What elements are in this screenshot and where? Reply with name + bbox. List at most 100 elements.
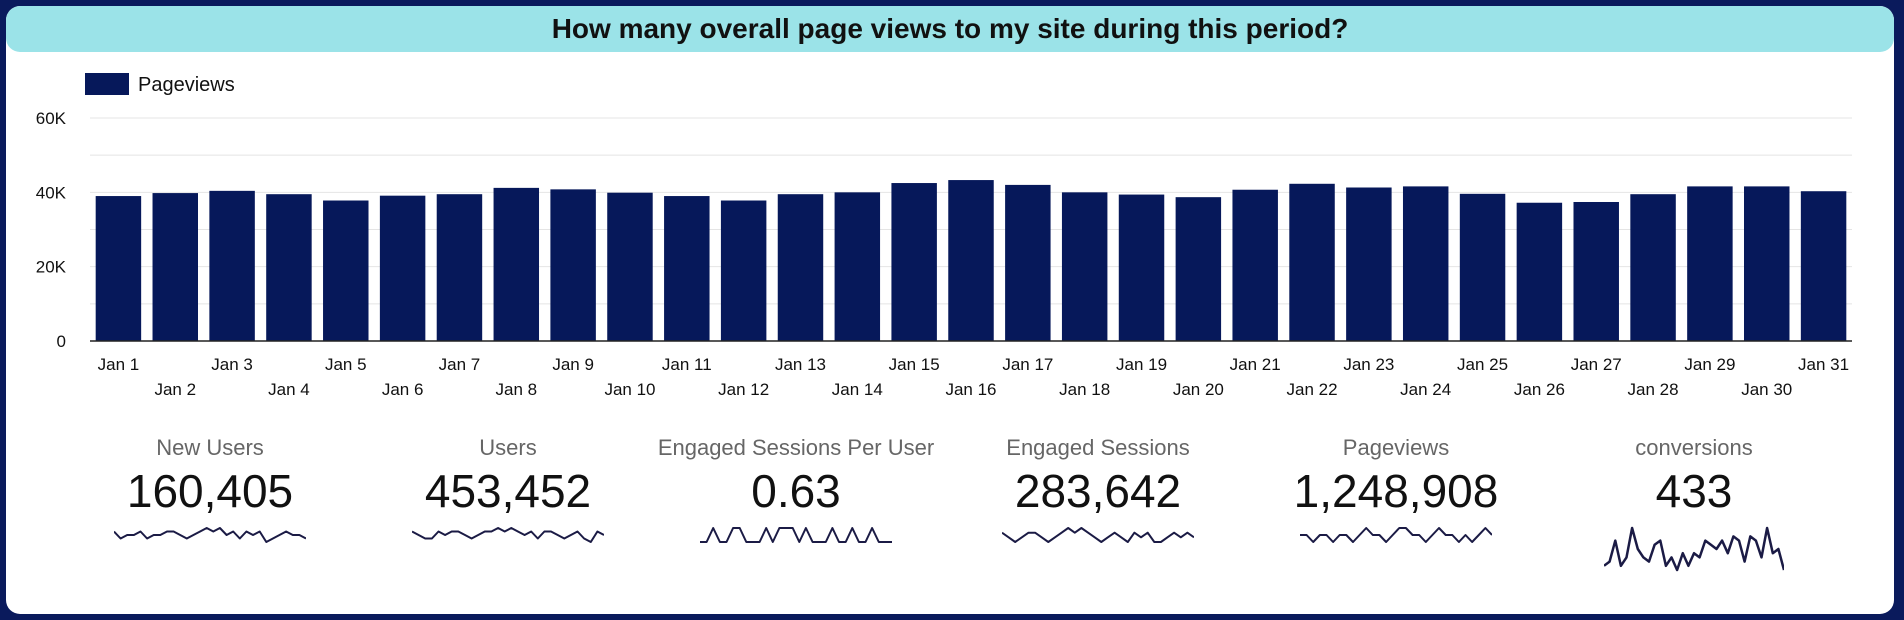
x-tick-label: Jan 28: [1628, 380, 1679, 399]
kpi-label: Engaged Sessions Per User: [657, 435, 935, 460]
conversions-sparkline: [1604, 526, 1784, 572]
sparkline-path: [1002, 527, 1194, 543]
bar: [1687, 186, 1733, 341]
sparkline-path: [114, 527, 306, 543]
x-tick-label: Jan 15: [889, 355, 940, 374]
engaged-sessions-sparkline: [1002, 527, 1194, 543]
legend-swatch: [85, 73, 129, 95]
kpi-value: 283,642: [1014, 465, 1182, 517]
x-tick-label: Jan 16: [945, 380, 996, 399]
bar: [1175, 197, 1222, 341]
kpi-label: conversions: [1635, 435, 1753, 460]
new-users-sparkline: [114, 527, 306, 543]
bar: [891, 183, 937, 341]
sparkline-path: [412, 527, 604, 543]
bar: [323, 200, 369, 341]
y-tick-label: 20K: [36, 258, 67, 277]
kpi-value: 453,452: [424, 465, 592, 517]
bar: [379, 195, 426, 341]
x-tick-label: Jan 10: [604, 380, 655, 399]
x-tick-label: Jan 19: [1116, 355, 1167, 374]
sparkline-path: [1300, 527, 1492, 543]
bar: [1516, 202, 1563, 341]
bar: [1005, 184, 1051, 341]
bar: [550, 189, 596, 341]
engaged-sessions-per-user-sparkline: [700, 527, 892, 543]
pageviews-bar-chart: 0 20K 40K 60K Jan 1 Jan 2 Jan 3 Jan 4 Jan 5 Jan 6…: [36, 73, 1852, 399]
x-tick-label: Jan 22: [1287, 380, 1338, 399]
kpi-conversions: conversions 433: [1544, 434, 1844, 572]
page-title: How many overall page views to my site d…: [6, 6, 1894, 52]
bar: [1459, 193, 1506, 341]
x-tick-label: Jan 1: [98, 355, 140, 374]
kpi-label: Pageviews: [1342, 435, 1450, 460]
x-tick-label: Jan 31: [1798, 355, 1849, 374]
bar: [1800, 191, 1847, 341]
x-tick-label: Jan 26: [1514, 380, 1565, 399]
bar: [777, 194, 824, 341]
bar: [1744, 186, 1790, 341]
x-tick-label: Jan 29: [1684, 355, 1735, 374]
y-tick-label: 60K: [36, 109, 67, 128]
x-tick-label: Jan 7: [439, 355, 481, 374]
sparkline-path: [700, 527, 892, 543]
bar: [607, 192, 653, 341]
x-tick-label: Jan 2: [154, 380, 196, 399]
bar: [834, 192, 881, 341]
sparkline-path: [1604, 526, 1784, 572]
kpi-engaged-sessions: Engaged Sessions 283,642: [948, 434, 1248, 544]
y-tick-label: 40K: [36, 183, 67, 202]
x-tick-label: Jan 23: [1343, 355, 1394, 374]
users-sparkline: [412, 527, 604, 543]
kpi-users: Users 453,452: [358, 434, 658, 544]
x-tick-label: Jan 5: [325, 355, 367, 374]
x-tick-label: Jan 30: [1741, 380, 1792, 399]
bar: [1118, 194, 1165, 341]
bar: [1630, 194, 1676, 341]
bar: [209, 190, 255, 341]
x-tick-label: Jan 18: [1059, 380, 1110, 399]
x-tick-label: Jan 11: [662, 355, 712, 374]
bar: [493, 187, 540, 341]
x-tick-label: Jan 21: [1230, 355, 1281, 374]
kpi-label: Users: [479, 435, 537, 460]
bar: [1573, 201, 1619, 341]
bar: [948, 180, 994, 341]
bar: [95, 196, 142, 341]
kpi-value: 433: [1655, 465, 1733, 517]
legend-label: Pageviews: [138, 74, 235, 96]
dashboard-card: How many overall page views to my site d…: [6, 6, 1894, 614]
x-tick-label: Jan 9: [552, 355, 594, 374]
kpi-value: 1,248,908: [1293, 465, 1499, 517]
kpi-pageviews: Pageviews 1,248,908: [1246, 434, 1546, 544]
kpi-value: 0.63: [751, 465, 841, 517]
kpi-label: Engaged Sessions: [1006, 435, 1190, 460]
bar: [664, 196, 710, 341]
x-tick-label: Jan 8: [495, 380, 537, 399]
x-tick-label: Jan 14: [832, 380, 883, 399]
bar: [436, 194, 483, 341]
bar: [1061, 192, 1108, 341]
x-tick-label: Jan 27: [1571, 355, 1622, 374]
bar: [1402, 186, 1449, 341]
bar: [1346, 187, 1392, 341]
bar: [720, 200, 767, 341]
bar: [152, 193, 198, 341]
kpi-label: New Users: [156, 435, 264, 460]
kpi-value: 160,405: [126, 465, 294, 517]
pageviews-sparkline: [1300, 527, 1492, 543]
kpi-engaged-sessions-per-user: Engaged Sessions Per User 0.63: [646, 434, 946, 544]
bar: [266, 194, 312, 341]
x-tick-label: Jan 4: [268, 380, 310, 399]
x-tick-label: Jan 20: [1173, 380, 1224, 399]
bar: [1289, 183, 1335, 341]
x-tick-label: Jan 12: [718, 380, 769, 399]
kpi-new-users: New Users 160,405: [60, 434, 360, 544]
bar: [1232, 189, 1278, 341]
x-tick-label: Jan 24: [1400, 380, 1451, 399]
x-tick-label: Jan 6: [382, 380, 424, 399]
x-tick-label: Jan 17: [1002, 355, 1053, 374]
x-tick-label: Jan 13: [775, 355, 826, 374]
y-tick-label: 0: [57, 332, 66, 351]
x-tick-label: Jan 3: [211, 355, 253, 374]
